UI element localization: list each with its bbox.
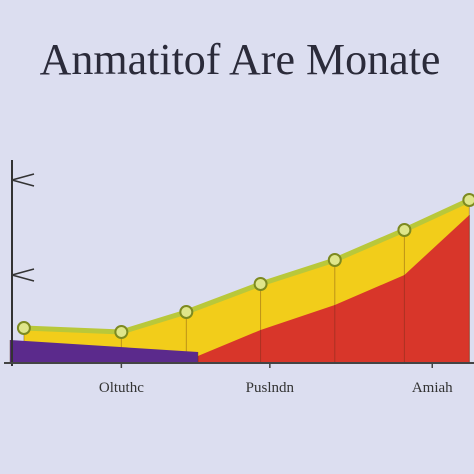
- plot: [9, 193, 474, 362]
- marker: [179, 305, 194, 319]
- area: [197, 215, 470, 362]
- chart-title: Anmatitof Are Monate: [40, 35, 441, 84]
- marker: [462, 193, 474, 207]
- x-tick-label: Oltuthc: [99, 380, 144, 396]
- marker: [253, 277, 268, 291]
- marker: [16, 321, 31, 335]
- marker: [327, 253, 342, 267]
- axis-arrows: [11, 173, 35, 282]
- marker: [114, 325, 129, 339]
- area: [10, 340, 198, 362]
- x-tick-label: Amiah: [412, 380, 453, 396]
- marker: [397, 223, 412, 237]
- x-tick-label: Puslndn: [246, 380, 295, 396]
